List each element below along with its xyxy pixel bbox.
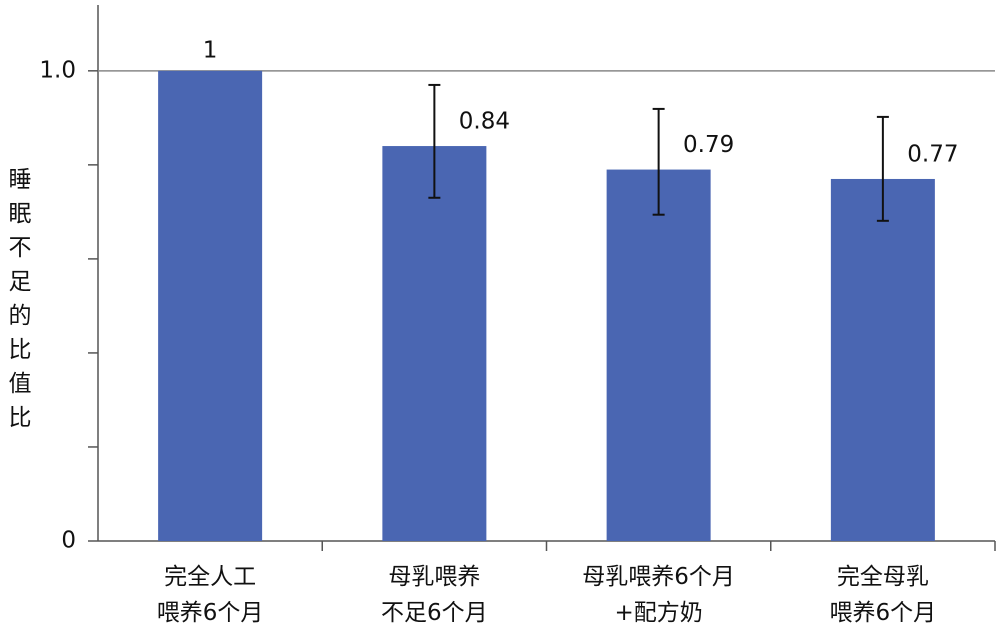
x-tick-label: 母乳喂养6个月+配方奶	[582, 564, 735, 626]
x-tick-label: 母乳喂养不足6个月	[381, 564, 488, 626]
bar	[158, 70, 263, 542]
value-label: 0.77	[907, 141, 958, 167]
x-tick-label: 完全人工喂养6个月	[157, 564, 264, 626]
value-label: 0.79	[683, 132, 734, 158]
value-label: 0.84	[459, 109, 510, 135]
value-label: 1	[203, 37, 218, 63]
bar	[830, 178, 935, 541]
y-axis-title: 睡眠不足的比值比	[9, 167, 32, 431]
y-tick-label: 0	[61, 528, 76, 554]
y-tick-label: 1.0	[39, 57, 76, 83]
bar	[606, 169, 711, 541]
x-tick-label: 完全母乳喂养6个月	[830, 564, 937, 626]
bar	[382, 146, 487, 542]
